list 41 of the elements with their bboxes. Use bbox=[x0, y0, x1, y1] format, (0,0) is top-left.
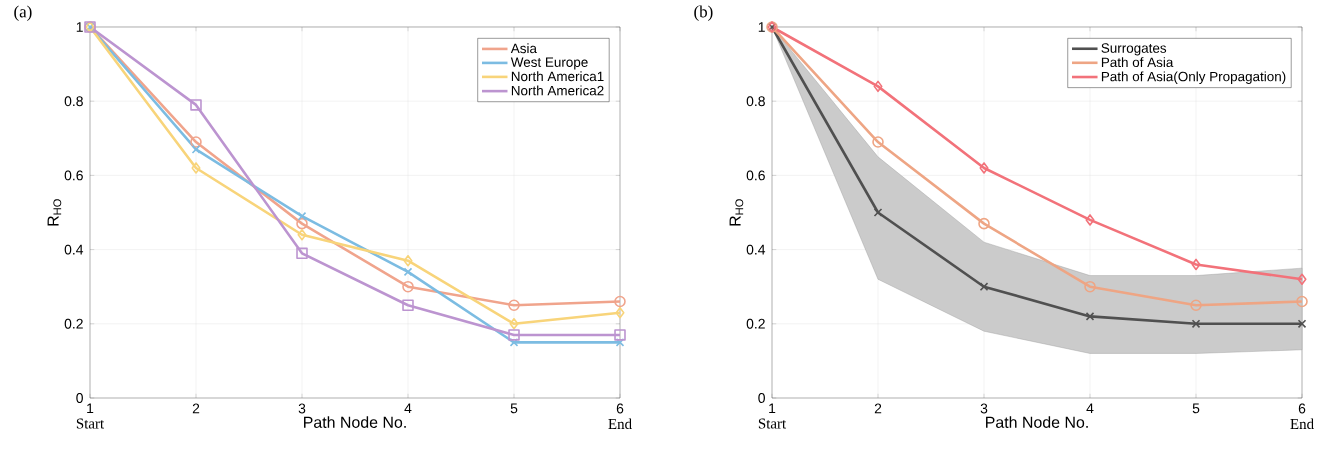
text: Start bbox=[76, 418, 105, 429]
x-tick-label: 2 bbox=[874, 403, 882, 414]
text: Start bbox=[758, 418, 787, 429]
y-axis-title: R$_{HO}$ bbox=[47, 199, 62, 226]
y-tick-label: 0 bbox=[758, 393, 765, 403]
legend-label: North America1 bbox=[511, 71, 604, 82]
y-axis-title: R$_{HO}$ bbox=[729, 199, 744, 226]
legend-label: West Europe bbox=[510, 57, 588, 70]
x-tick-label: 4 bbox=[404, 403, 412, 414]
x-tick-label: 3 bbox=[298, 403, 306, 414]
y-tick-label: 0.8 bbox=[64, 96, 83, 107]
y-tick-label: 0.2 bbox=[64, 318, 83, 329]
x-tick-label: 3 bbox=[980, 403, 988, 414]
y-tick-label: 0.6 bbox=[746, 170, 765, 181]
x-tick-label: 1 bbox=[769, 403, 776, 414]
text: End bbox=[1290, 418, 1314, 430]
text: End bbox=[608, 418, 632, 430]
chart-title: (b) bbox=[694, 5, 713, 21]
y-tick-label: 0.6 bbox=[64, 170, 83, 181]
legend-label: Asia bbox=[510, 43, 537, 54]
y-tick-label: 0.4 bbox=[746, 244, 766, 255]
x-tick-label: 5 bbox=[1192, 403, 1200, 414]
x-axis-title: Path Node No. bbox=[304, 416, 406, 428]
x-axis-title: Path Node No. bbox=[986, 416, 1088, 428]
y-tick-label: 1 bbox=[758, 22, 765, 32]
y-tick-label: 0.8 bbox=[746, 96, 765, 107]
legend-label: Path of Asia bbox=[1101, 57, 1174, 68]
y-tick-label: 0 bbox=[76, 393, 83, 403]
x-tick-label: 4 bbox=[1086, 403, 1094, 414]
legend-label: Surrogates bbox=[1101, 43, 1167, 56]
chart-title: (a) bbox=[14, 5, 32, 21]
y-tick-label: 1 bbox=[76, 22, 83, 32]
y-tick-label: 0.2 bbox=[746, 318, 765, 329]
x-tick-label: 2 bbox=[192, 403, 200, 414]
y-tick-label: 0.4 bbox=[64, 244, 84, 255]
x-tick-label: 5 bbox=[510, 403, 518, 414]
legend-label: North America2 bbox=[511, 85, 604, 96]
x-tick-label: 6 bbox=[1298, 403, 1306, 414]
legend-label: Path of Asia(Only Propagation) bbox=[1101, 71, 1286, 84]
x-tick-label: 1 bbox=[87, 403, 94, 414]
x-tick-label: 6 bbox=[616, 403, 624, 414]
